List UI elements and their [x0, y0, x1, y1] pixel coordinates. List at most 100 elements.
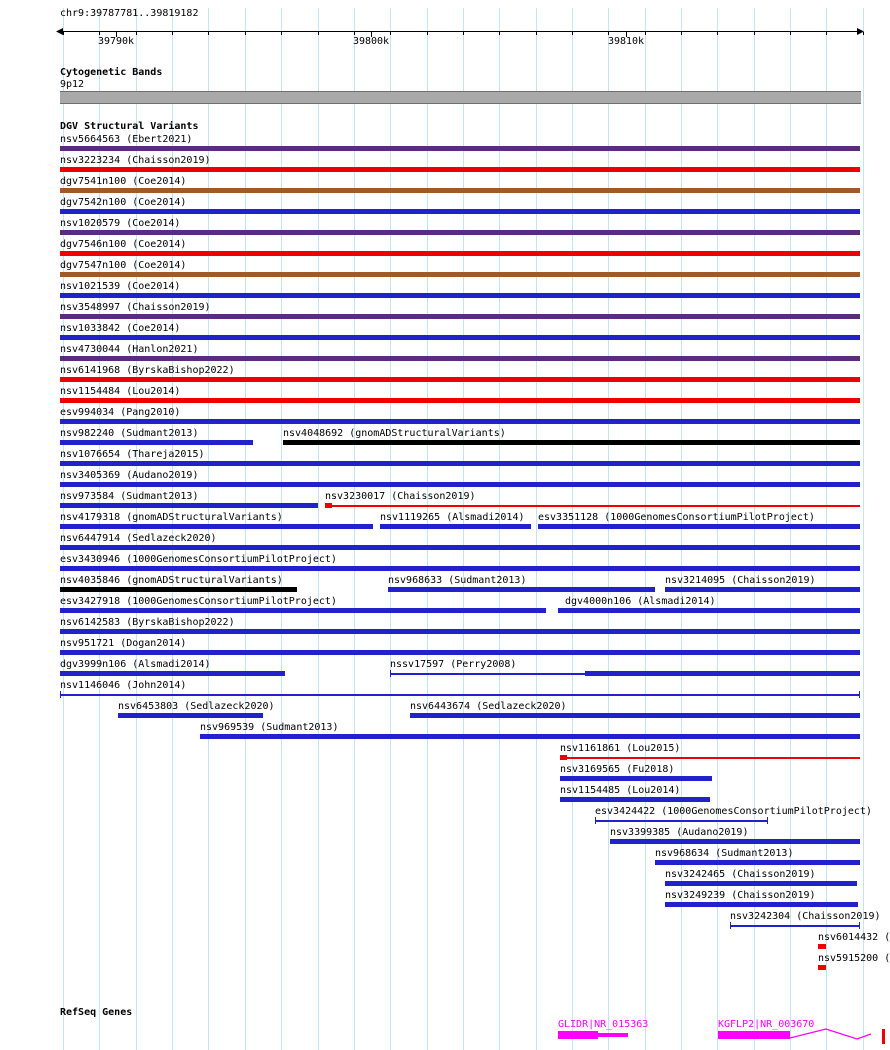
gene-exon[interactable] — [558, 1031, 598, 1039]
variant-bar[interactable] — [60, 335, 860, 340]
variant-bar[interactable] — [60, 482, 860, 487]
variant-bar[interactable] — [60, 587, 297, 592]
variant-label: dgv4000n106 (Alsmadi2014) — [565, 596, 716, 607]
ruler-tick-label: 39790k — [97, 36, 135, 47]
variant-bar[interactable] — [560, 797, 710, 802]
ruler-minor-tick — [790, 32, 791, 35]
variant-bar[interactable] — [60, 566, 860, 571]
variant-bar[interactable] — [60, 377, 860, 382]
variant-bar[interactable] — [60, 608, 546, 613]
variant-label: nsv1119265 (Alsmadi2014) — [380, 512, 525, 523]
gene-exon[interactable] — [598, 1033, 628, 1037]
cytoband-bar[interactable] — [60, 91, 861, 104]
variant-bar[interactable] — [60, 314, 860, 319]
ruler-minor-tick — [608, 32, 610, 35]
variant-bar[interactable] — [665, 587, 860, 592]
variant-bar[interactable] — [60, 398, 860, 403]
variant-bar[interactable] — [60, 146, 860, 151]
gene-label: GLIDR|NR_015363 — [558, 1019, 649, 1030]
ruler-minor-tick — [353, 32, 355, 35]
variant-bar[interactable] — [560, 755, 567, 760]
variant-bar[interactable] — [610, 839, 860, 844]
variant-line[interactable] — [567, 757, 860, 759]
gridline — [462, 8, 464, 1050]
variant-line[interactable] — [595, 820, 768, 822]
variant-line[interactable] — [730, 925, 860, 927]
variant-label: dgv7541n100 (Coe2014) — [60, 176, 187, 187]
variant-bar[interactable] — [538, 524, 860, 529]
variant-bar[interactable] — [118, 713, 263, 718]
variant-bar[interactable] — [60, 272, 860, 277]
variant-label: nsv969539 (Sudmant2013) — [200, 722, 339, 733]
ruler-minor-tick — [426, 32, 428, 35]
variant-bar[interactable] — [60, 629, 860, 634]
ruler-minor-tick — [717, 32, 719, 35]
variant-bar[interactable] — [60, 545, 860, 550]
variant-bar[interactable] — [558, 608, 860, 613]
variant-end-tick — [730, 922, 731, 929]
variant-label: nsv3214095 (Chaisson2019) — [665, 575, 816, 586]
variant-bar[interactable] — [665, 902, 858, 907]
variant-bar[interactable] — [60, 671, 285, 676]
variant-bar[interactable] — [410, 713, 860, 718]
ruler-minor-tick — [172, 32, 174, 35]
variant-label: nsv4035846 (gnomADStructuralVariants) — [60, 575, 283, 586]
variant-bar[interactable] — [283, 440, 860, 445]
gridline — [826, 8, 828, 1050]
variant-bar[interactable] — [818, 944, 826, 949]
variant-bar[interactable] — [60, 293, 860, 298]
variant-line[interactable] — [332, 505, 860, 507]
gridline — [753, 8, 755, 1050]
variant-bar[interactable] — [818, 965, 826, 970]
variant-label: nsv951721 (Dogan2014) — [60, 638, 187, 649]
variant-label: nsv4048692 (gnomADStructuralVariants) — [283, 428, 506, 439]
ruler-minor-tick — [499, 32, 501, 35]
variant-bar[interactable] — [380, 524, 531, 529]
variant-label: nsv1021539 (Coe2014) — [60, 281, 181, 292]
gene-exon[interactable] — [718, 1031, 790, 1039]
variant-bar[interactable] — [60, 440, 253, 445]
variant-bar[interactable] — [60, 419, 860, 424]
variant-label: nsv6453803 (Sedlazeck2020) — [118, 701, 275, 712]
dgv-structural-variants-header: DGV Structural Variants — [60, 121, 199, 132]
variant-label: esv3424422 (1000GenomesConsortiumPilotPr… — [595, 806, 872, 817]
variant-bar[interactable] — [325, 503, 332, 508]
variant-bar[interactable] — [200, 734, 860, 739]
variant-label: dgv7547n100 (Coe2014) — [60, 260, 187, 271]
variant-line[interactable] — [60, 694, 860, 696]
gridline — [499, 8, 501, 1050]
variant-bar[interactable] — [60, 251, 860, 256]
variant-label: esv3351128 (1000GenomesConsortiumPilotPr… — [538, 512, 815, 523]
ruler-minor-tick — [135, 32, 137, 35]
gridline — [390, 8, 392, 1050]
variant-bar[interactable] — [585, 671, 860, 676]
variant-bar[interactable] — [60, 230, 860, 235]
variant-bar[interactable] — [60, 524, 373, 529]
gridline — [426, 8, 428, 1050]
variant-bar[interactable] — [560, 776, 712, 781]
variant-end-tick — [859, 922, 860, 929]
variant-label: nssv17597 (Perry2008) — [390, 659, 517, 670]
variant-bar[interactable] — [655, 860, 860, 865]
variant-label: dgv7546n100 (Coe2014) — [60, 239, 187, 250]
variant-bar[interactable] — [60, 356, 860, 361]
ruler-major-tick — [116, 32, 117, 37]
ruler-minor-tick — [862, 32, 864, 35]
variant-bar[interactable] — [60, 188, 860, 193]
variant-bar[interactable] — [60, 461, 860, 466]
gene-label: KGFLP2|NR_003670 — [718, 1019, 815, 1030]
variant-line[interactable] — [390, 673, 585, 675]
variant-label: nsv3548997 (Chaisson2019) — [60, 302, 211, 313]
variant-bar[interactable] — [665, 881, 857, 886]
gene-exon-partial[interactable] — [882, 1029, 885, 1044]
gridline — [681, 8, 682, 1050]
variant-bar[interactable] — [388, 587, 655, 592]
variant-bar[interactable] — [60, 503, 318, 508]
variant-bar[interactable] — [60, 650, 860, 655]
variant-label: nsv3242304 (Chaisson2019) — [730, 911, 881, 922]
variant-bar[interactable] — [60, 209, 860, 214]
variant-label: nsv968634 (Sudmant2013) — [655, 848, 794, 859]
variant-label: nsv1161861 (Lou2015) — [560, 743, 681, 754]
variant-bar[interactable] — [60, 167, 860, 172]
